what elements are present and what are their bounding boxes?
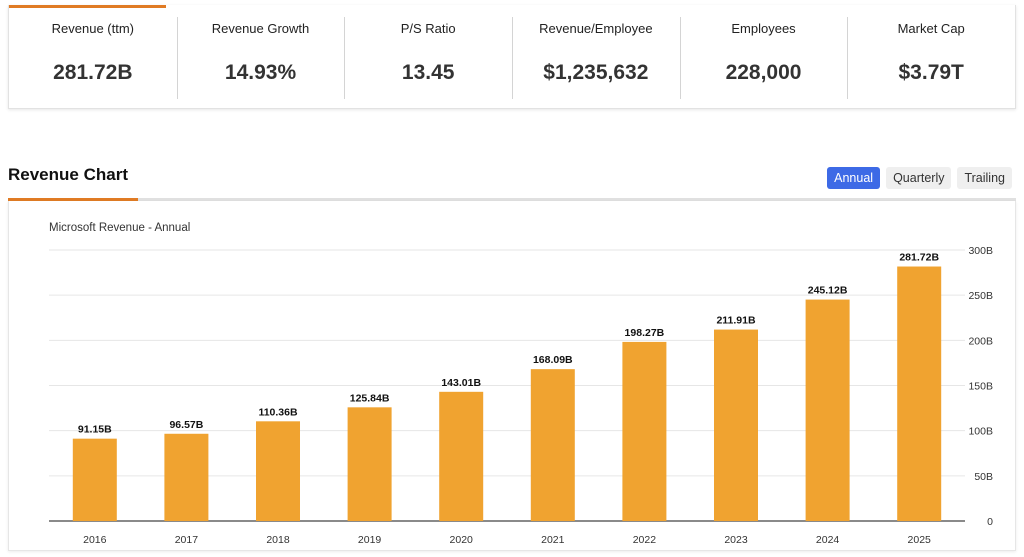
bar: [622, 341, 667, 521]
bar: [714, 329, 758, 521]
data-label: 198.27B: [625, 327, 665, 339]
y-tick-label: 250B: [968, 290, 993, 302]
x-tick-label: 2017: [175, 534, 199, 546]
data-label: 110.36B: [258, 406, 298, 418]
chart-title: Microsoft Revenue - Annual: [49, 222, 191, 234]
bar: [439, 391, 484, 521]
stats-accent-bar: [9, 5, 166, 8]
stat-label: Market Cap: [897, 21, 965, 36]
stat-label: P/S Ratio: [400, 21, 456, 36]
data-label: 125.84B: [350, 392, 390, 404]
x-tick-label: 2018: [266, 534, 290, 546]
tab-trailing[interactable]: Trailing: [957, 167, 1012, 189]
data-label: 96.57B: [169, 419, 203, 431]
bar: [72, 438, 117, 521]
y-tick-label: 50B: [974, 471, 993, 483]
stat-value: $1,235,632: [543, 61, 649, 84]
section-accent-bar: [8, 198, 138, 201]
stat-label: Employees: [731, 21, 796, 36]
data-label: 211.91B: [716, 315, 756, 327]
data-label: 245.12B: [808, 285, 848, 297]
y-tick-label: 100B: [968, 426, 993, 438]
data-label: 168.09B: [533, 354, 573, 366]
stat-value: 14.93%: [224, 61, 297, 84]
stat-employees: Employees 228,000: [679, 5, 848, 108]
tab-quarterly[interactable]: Quarterly: [886, 167, 952, 189]
data-label: 91.15B: [78, 424, 112, 436]
stat-value: $3.79T: [898, 61, 964, 84]
stat-revenue-growth: Revenue Growth 14.93%: [176, 5, 345, 108]
period-tabs: Annual Quarterly Trailing: [827, 167, 1012, 189]
stat-label: Revenue Growth: [211, 21, 310, 36]
data-label: 143.01B: [441, 377, 481, 389]
x-tick-label: 2023: [724, 534, 748, 546]
x-tick-label: 2024: [816, 534, 840, 546]
bar: [897, 266, 942, 521]
stat-revenue-per-employee: Revenue/Employee $1,235,632: [512, 5, 680, 108]
tab-annual[interactable]: Annual: [827, 167, 881, 189]
stat-value: 228,000: [725, 61, 802, 84]
bar: [805, 299, 850, 521]
x-tick-label: 2021: [541, 534, 565, 546]
y-tick-label: 0: [987, 516, 993, 528]
bar: [530, 369, 575, 521]
y-tick-label: 200B: [968, 335, 993, 347]
x-tick-label: 2016: [83, 534, 107, 546]
section-title: Revenue Chart: [8, 165, 128, 184]
stat-label: Revenue (ttm): [51, 21, 135, 36]
chart-card: [8, 201, 1016, 551]
y-tick-label: 300B: [968, 245, 993, 257]
stat-value: 13.45: [401, 61, 455, 84]
stat-label: Revenue/Employee: [539, 21, 653, 36]
stat-revenue-ttm: Revenue (ttm) 281.72B: [9, 5, 177, 108]
x-tick-label: 2022: [633, 534, 657, 546]
x-tick-label: 2025: [908, 534, 932, 546]
stat-ps-ratio: P/S Ratio 13.45: [344, 5, 512, 108]
stat-value: 281.72B: [53, 61, 133, 84]
bar: [256, 421, 300, 521]
bar: [164, 433, 209, 521]
x-tick-label: 2020: [450, 534, 474, 546]
stats-card: Revenue (ttm) 281.72B Revenue Growth 14.…: [8, 5, 1016, 109]
data-label: 281.72B: [899, 252, 939, 264]
section-divider: [8, 198, 1016, 201]
x-tick-label: 2019: [358, 534, 382, 546]
y-tick-label: 150B: [968, 381, 993, 393]
bar: [347, 407, 392, 521]
stat-market-cap: Market Cap $3.79T: [847, 5, 1015, 108]
